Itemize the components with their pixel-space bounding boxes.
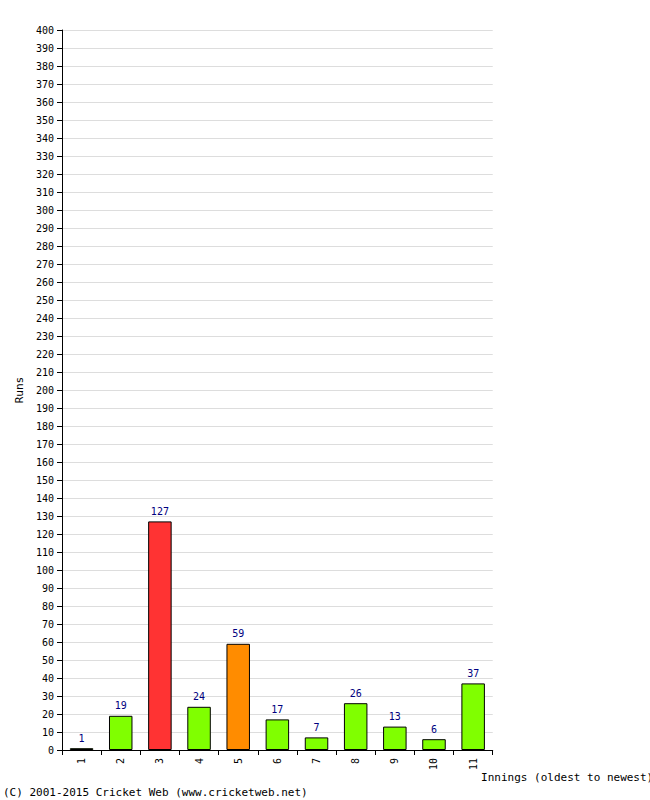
svg-text:8: 8: [350, 758, 361, 764]
svg-text:160: 160: [36, 457, 54, 468]
svg-text:180: 180: [36, 421, 54, 432]
svg-text:30: 30: [42, 691, 54, 702]
svg-text:24: 24: [193, 691, 205, 702]
svg-text:350: 350: [36, 115, 54, 126]
svg-text:1: 1: [79, 733, 85, 744]
svg-text:380: 380: [36, 61, 54, 72]
svg-text:260: 260: [36, 277, 54, 288]
svg-text:150: 150: [36, 475, 54, 486]
svg-text:7: 7: [314, 722, 320, 733]
svg-text:Runs: Runs: [13, 377, 26, 404]
svg-text:170: 170: [36, 439, 54, 450]
svg-text:340: 340: [36, 133, 54, 144]
svg-text:280: 280: [36, 241, 54, 252]
svg-text:37: 37: [467, 668, 479, 679]
svg-text:5: 5: [233, 758, 244, 764]
svg-text:220: 220: [36, 349, 54, 360]
svg-text:59: 59: [232, 628, 244, 639]
svg-text:190: 190: [36, 403, 54, 414]
svg-text:7: 7: [311, 758, 322, 764]
svg-text:390: 390: [36, 43, 54, 54]
svg-text:250: 250: [36, 295, 54, 306]
svg-text:40: 40: [42, 673, 54, 684]
svg-text:320: 320: [36, 169, 54, 180]
svg-text:6: 6: [272, 758, 283, 764]
svg-text:1: 1: [76, 758, 87, 764]
svg-text:10: 10: [428, 758, 439, 770]
svg-text:360: 360: [36, 97, 54, 108]
svg-text:20: 20: [42, 709, 54, 720]
svg-text:17: 17: [271, 704, 283, 715]
svg-text:80: 80: [42, 601, 54, 612]
svg-text:230: 230: [36, 331, 54, 342]
svg-text:127: 127: [151, 506, 169, 517]
svg-text:100: 100: [36, 565, 54, 576]
svg-text:300: 300: [36, 205, 54, 216]
svg-text:130: 130: [36, 511, 54, 522]
svg-text:310: 310: [36, 187, 54, 198]
svg-text:26: 26: [350, 688, 362, 699]
svg-text:110: 110: [36, 547, 54, 558]
svg-text:240: 240: [36, 313, 54, 324]
svg-text:13: 13: [389, 711, 401, 722]
svg-text:370: 370: [36, 79, 54, 90]
svg-text:4: 4: [194, 758, 205, 764]
svg-text:9: 9: [389, 758, 400, 764]
svg-text:210: 210: [36, 367, 54, 378]
svg-text:0: 0: [48, 745, 54, 756]
svg-text:3: 3: [154, 758, 165, 764]
svg-text:90: 90: [42, 583, 54, 594]
svg-text:60: 60: [42, 637, 54, 648]
svg-text:290: 290: [36, 223, 54, 234]
svg-text:6: 6: [431, 724, 437, 735]
svg-text:270: 270: [36, 259, 54, 270]
svg-text:2: 2: [115, 758, 126, 764]
svg-text:330: 330: [36, 151, 54, 162]
svg-text:(C) 2001-2015 Cricket Web (www: (C) 2001-2015 Cricket Web (www.cricketwe…: [3, 786, 308, 799]
svg-text:10: 10: [42, 727, 54, 738]
svg-text:400: 400: [36, 25, 54, 36]
svg-text:Innings (oldest to newest): Innings (oldest to newest): [481, 771, 650, 784]
svg-text:120: 120: [36, 529, 54, 540]
svg-text:19: 19: [115, 700, 127, 711]
svg-text:11: 11: [468, 758, 479, 770]
svg-text:140: 140: [36, 493, 54, 504]
svg-text:70: 70: [42, 619, 54, 630]
svg-text:50: 50: [42, 655, 54, 666]
svg-text:200: 200: [36, 385, 54, 396]
